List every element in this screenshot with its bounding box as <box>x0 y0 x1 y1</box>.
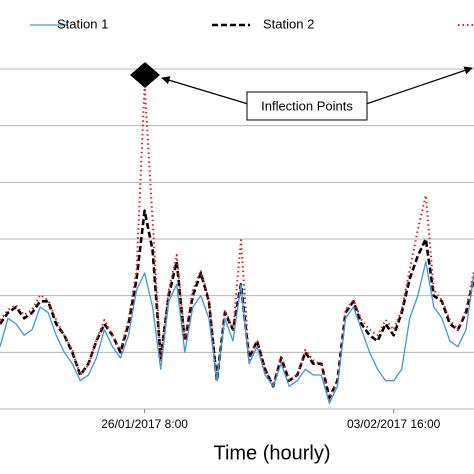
x-axis-title: Time (hourly) <box>213 442 330 464</box>
series-line <box>0 209 474 399</box>
legend-label: Station 2 <box>263 16 314 31</box>
x-tick-label: 26/01/2017 8:00 <box>101 417 188 431</box>
legend-label: Station 1 <box>57 16 108 31</box>
series-line <box>0 84 474 401</box>
inflection-marker <box>130 62 160 88</box>
x-tick-label: 03/02/2017 16:00 <box>347 417 441 431</box>
annotation: Inflection Points <box>261 98 353 113</box>
series-line <box>0 261 474 404</box>
annotation-box <box>246 91 368 121</box>
annotation-arrow <box>161 76 249 105</box>
lines <box>0 84 474 404</box>
legend: Station 1 Station 2 <box>30 16 474 31</box>
annotation-arrow <box>365 66 473 105</box>
grid: 26/01/2017 8:00 03/02/2017 16:00 <box>0 68 474 431</box>
